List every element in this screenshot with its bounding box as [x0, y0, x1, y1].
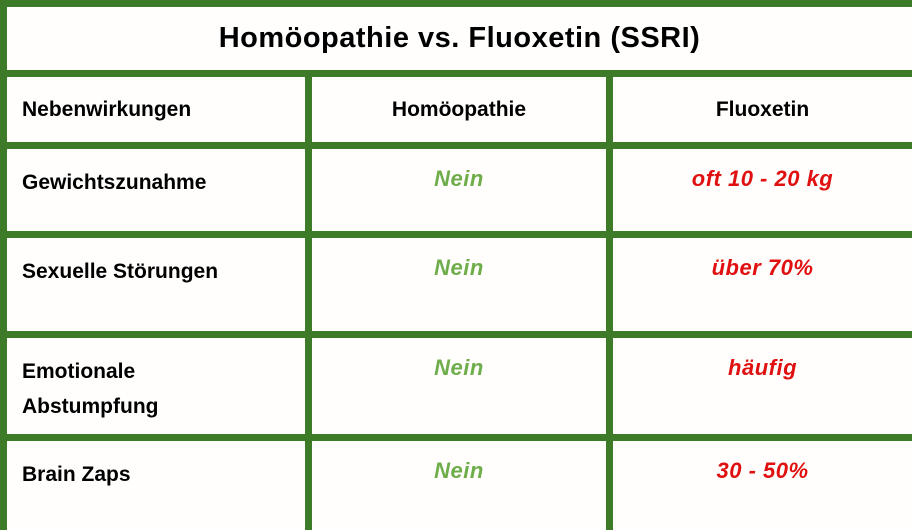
cell-fluoxetine-value: 30 - 50%	[605, 434, 912, 530]
table-row-gewichtszunahme: Gewichtszunahme Nein oft 10 - 20 kg	[0, 142, 912, 238]
cell-side-effect: Brain Zaps	[0, 434, 312, 530]
cell-homeopathy-value: Nein	[305, 231, 613, 338]
cell-side-effect: Gewichtszunahme	[0, 142, 312, 238]
table-row-brain-zaps: Brain Zaps Nein 30 - 50%	[0, 434, 912, 530]
cell-homeopathy-value: Nein	[305, 434, 613, 530]
header-row: Nebenwirkungen Homöopathie Fluoxetin	[0, 70, 912, 149]
side-effect-label: Brain Zaps	[22, 463, 131, 486]
table-row-emotionale-abstumpfung: Emotionale Abstumpfung Nein häufig	[0, 331, 912, 441]
column-header-fluoxetin: Fluoxetin	[605, 70, 912, 149]
cell-fluoxetine-value: häufig	[605, 331, 912, 441]
title-row: Homöopathie vs. Fluoxetin (SSRI)	[0, 0, 912, 77]
cell-fluoxetine-value: über 70%	[605, 231, 912, 338]
cell-side-effect: Emotionale Abstumpfung	[0, 331, 312, 441]
column-header-nebenwirkungen: Nebenwirkungen	[0, 70, 312, 149]
cell-fluoxetine-value: oft 10 - 20 kg	[605, 142, 912, 238]
cell-homeopathy-value: Nein	[305, 331, 613, 441]
cell-homeopathy-value: Nein	[305, 142, 613, 238]
side-effect-label: Sexuelle Störungen	[22, 260, 219, 283]
side-effect-label: Gewichtszunahme	[22, 171, 207, 194]
side-effect-label: Emotionale Abstumpfung	[22, 360, 159, 418]
column-header-homoeopathie: Homöopathie	[305, 70, 613, 149]
table-title: Homöopathie vs. Fluoxetin (SSRI)	[0, 0, 912, 77]
cell-side-effect: Sexuelle Störungen	[0, 231, 312, 338]
table-row-sexuelle-stoerungen: Sexuelle Störungen Nein über 70%	[0, 231, 912, 338]
